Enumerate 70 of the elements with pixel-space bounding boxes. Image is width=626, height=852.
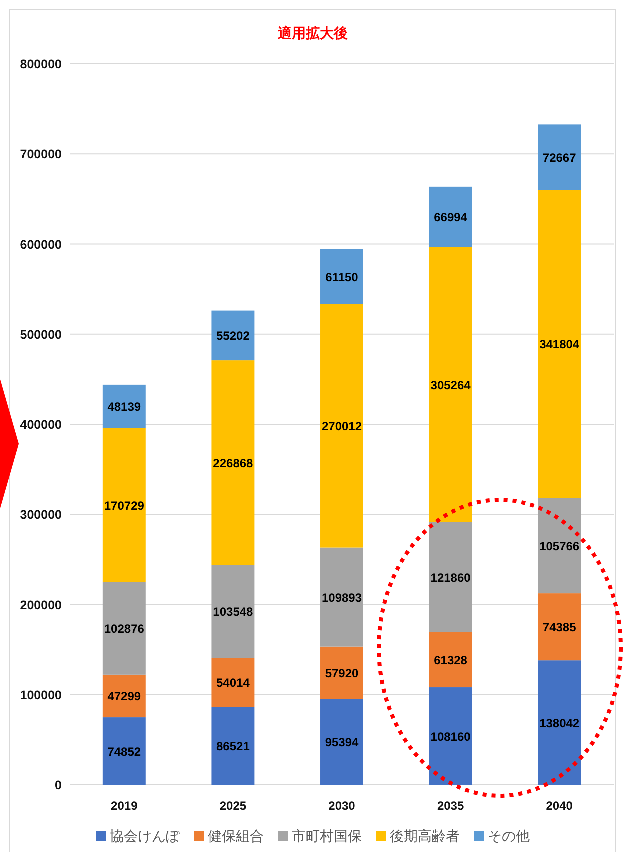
data-label: 102876 xyxy=(104,622,145,636)
y-tick-label: 700000 xyxy=(20,148,62,162)
bar xyxy=(538,594,582,661)
y-tick-label: 400000 xyxy=(20,418,62,432)
bar xyxy=(538,124,582,190)
bar xyxy=(429,688,472,785)
bar xyxy=(429,186,472,248)
bar xyxy=(429,247,472,522)
data-label: 95394 xyxy=(325,736,360,750)
x-tick-label: 2035 xyxy=(437,799,464,813)
data-label: 86521 xyxy=(216,740,250,754)
data-label: 138042 xyxy=(540,716,580,730)
bar xyxy=(429,522,472,632)
data-label: 48139 xyxy=(108,400,142,414)
y-tick-label: 800000 xyxy=(20,58,62,72)
bar xyxy=(212,658,255,708)
bar xyxy=(320,249,364,304)
bar xyxy=(102,718,146,785)
bar xyxy=(538,190,582,498)
bar xyxy=(102,384,146,428)
bar xyxy=(320,699,364,785)
data-label: 66994 xyxy=(434,210,468,225)
data-label: 74385 xyxy=(542,620,577,635)
bar xyxy=(320,646,364,700)
legend-label: その他 xyxy=(488,828,530,844)
legend-label: 健保組合 xyxy=(208,828,264,844)
bar xyxy=(212,360,255,566)
data-label: 57920 xyxy=(325,666,360,680)
data-label: 226868 xyxy=(213,456,254,470)
y-tick-label: 300000 xyxy=(20,508,62,522)
bar xyxy=(320,548,364,647)
data-label: 74852 xyxy=(108,744,142,759)
y-tick-label: 600000 xyxy=(20,238,62,252)
data-label: 108160 xyxy=(430,730,472,744)
data-label: 54014 xyxy=(216,676,250,690)
bar xyxy=(102,428,146,582)
data-label: 270012 xyxy=(322,420,362,434)
bar xyxy=(429,632,472,688)
legend-label: 後期高齢者 xyxy=(390,828,460,844)
y-tick-label: 200000 xyxy=(20,598,62,612)
legend-label: 協会けんぽ xyxy=(110,828,181,844)
chart-title: 適用拡大後 xyxy=(277,25,348,41)
bar xyxy=(102,674,146,718)
data-label: 61328 xyxy=(434,653,468,668)
x-tick-label: 2019 xyxy=(111,799,138,813)
data-label: 72667 xyxy=(542,150,577,165)
data-label: 305264 xyxy=(430,378,472,392)
data-label: 121860 xyxy=(430,570,472,585)
y-tick-label: 100000 xyxy=(20,688,62,702)
bar xyxy=(212,310,255,361)
y-tick-label: 0 xyxy=(55,778,62,792)
x-tick-label: 2040 xyxy=(546,799,574,813)
legend-label: 市町村国保 xyxy=(292,828,362,844)
bar xyxy=(212,707,255,785)
data-label: 47299 xyxy=(108,690,142,704)
bar xyxy=(538,498,582,594)
data-label: 170729 xyxy=(104,498,145,513)
data-label: 341804 xyxy=(540,338,580,352)
x-tick-label: 2025 xyxy=(220,799,247,813)
data-label: 61150 xyxy=(326,270,359,284)
x-tick-label: 2030 xyxy=(328,799,356,813)
bar xyxy=(320,304,364,548)
bar xyxy=(102,582,146,675)
data-label: 109893 xyxy=(322,590,362,605)
data-label: 55202 xyxy=(216,329,250,344)
bar xyxy=(212,565,255,658)
bar xyxy=(538,660,582,785)
data-label: 105766 xyxy=(540,539,580,554)
y-tick-label: 500000 xyxy=(20,328,62,342)
data-label: 103548 xyxy=(213,605,254,620)
